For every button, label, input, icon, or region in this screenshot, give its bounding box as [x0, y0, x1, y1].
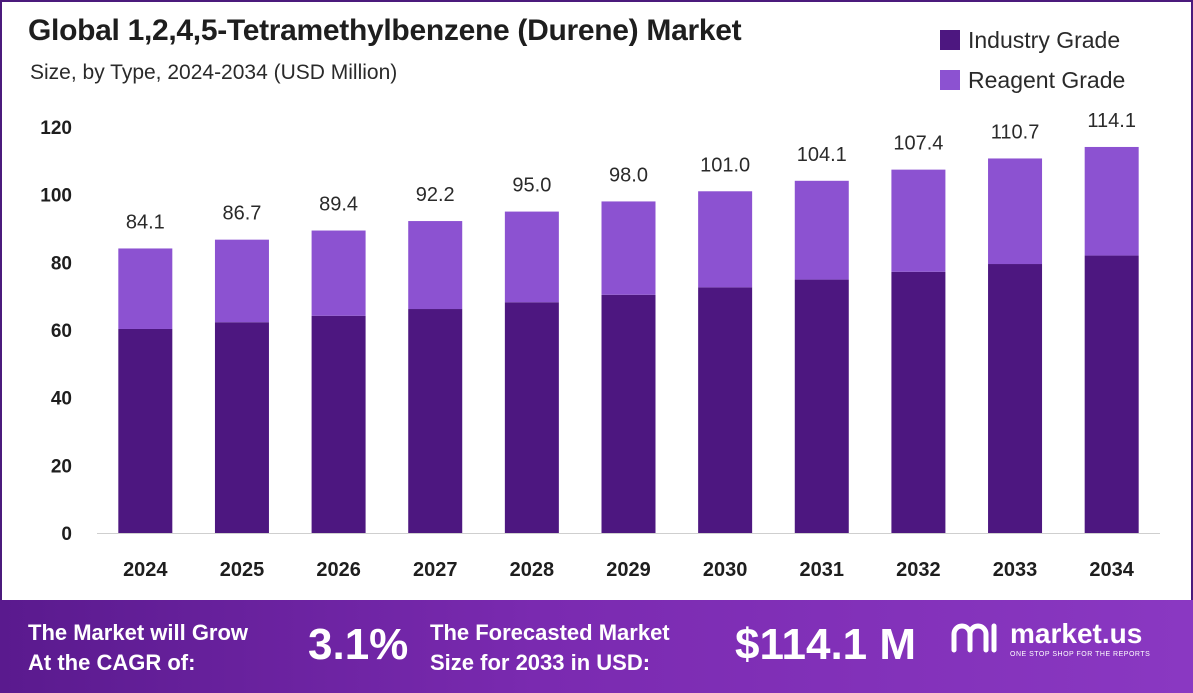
x-tick-label: 2028	[510, 559, 555, 581]
data-label-total: 84.1	[126, 211, 165, 233]
bar-industry-grade	[1084, 255, 1139, 534]
data-label-total: 107.4	[893, 133, 943, 155]
x-tick-label: 2034	[1089, 559, 1134, 581]
footer-banner: The Market will Grow At the CAGR of: 3.1…	[0, 600, 1193, 693]
data-label-total: 101.0	[700, 154, 750, 176]
bar-industry-grade	[601, 294, 656, 533]
bar-reagent-grade	[794, 180, 849, 280]
x-tick-label: 2033	[993, 559, 1038, 581]
bar-reagent-grade	[118, 248, 173, 329]
x-tick-label: 2025	[220, 559, 265, 581]
bar-industry-grade	[214, 322, 269, 533]
bar-industry-grade	[891, 271, 946, 533]
data-label-total: 114.1	[1087, 110, 1136, 132]
legend-item-industry-grade: Industry Grade	[940, 20, 1125, 60]
y-tick-label: 100	[40, 186, 72, 207]
legend-item-reagent-grade: Reagent Grade	[940, 60, 1125, 100]
bar-industry-grade	[311, 315, 366, 533]
bar-industry-grade	[988, 264, 1043, 533]
market-us-logo: market.us ONE STOP SHOP FOR THE REPORTS	[950, 618, 1150, 658]
bar-reagent-grade	[504, 211, 559, 303]
bar-industry-grade	[698, 287, 753, 533]
y-tick-label: 40	[51, 389, 72, 410]
x-tick-label: 2027	[413, 559, 458, 581]
y-tick-label: 60	[51, 321, 72, 342]
data-label-total: 92.2	[416, 184, 455, 206]
x-tick-label: 2029	[606, 559, 651, 581]
bar-reagent-grade	[311, 230, 366, 316]
market-us-logo-icon	[951, 623, 997, 653]
cagr-value: 3.1%	[308, 620, 409, 669]
data-label-total: 95.0	[512, 175, 551, 197]
forecast-label: The Forecasted Market Size for 2033 in U…	[430, 620, 670, 675]
data-label-total: 104.1	[797, 144, 847, 166]
bar-industry-grade	[118, 328, 173, 533]
bar-reagent-grade	[1084, 146, 1139, 256]
y-tick-label: 0	[61, 524, 72, 545]
legend: Industry Grade Reagent Grade	[940, 20, 1125, 100]
bar-reagent-grade	[698, 191, 753, 288]
brand-tagline: ONE STOP SHOP FOR THE REPORTS	[1010, 650, 1151, 658]
x-tick-label: 2026	[316, 559, 361, 581]
forecast-value: $114.1 M	[735, 620, 917, 669]
cagr-label: The Market will Grow At the CAGR of:	[28, 620, 249, 675]
bar-industry-grade	[794, 279, 849, 533]
x-tick-label: 2032	[896, 559, 941, 581]
bar-reagent-grade	[988, 158, 1043, 265]
legend-label-industry-grade: Industry Grade	[968, 26, 1121, 53]
bar-reagent-grade	[214, 239, 269, 323]
y-tick-label: 80	[51, 253, 72, 274]
x-tick-label: 2024	[123, 559, 168, 581]
bar-industry-grade	[504, 302, 559, 533]
x-tick-label: 2030	[703, 559, 748, 581]
data-label-total: 86.7	[222, 203, 261, 225]
stacked-bar-chart: 0 20 40 60 80 100 120 84.1 2024 86.7 2025 89.4 2026 9…	[40, 110, 1160, 581]
legend-swatch-industry-grade	[940, 30, 960, 50]
bar-reagent-grade	[601, 201, 656, 295]
chart-subtitle: Size, by Type, 2024-2034 (USD Million)	[30, 61, 398, 84]
chart-title: Global 1,2,4,5-Tetramethylbenzene (Duren…	[28, 14, 742, 47]
y-tick-label: 120	[40, 118, 72, 139]
brand-name: market.us	[1010, 617, 1143, 649]
legend-label-reagent-grade: Reagent Grade	[968, 66, 1126, 93]
legend-swatch-reagent-grade	[940, 70, 960, 90]
data-label-total: 110.7	[991, 121, 1040, 143]
bar-industry-grade	[408, 309, 463, 533]
data-label-total: 89.4	[319, 194, 358, 216]
bar-reagent-grade	[408, 221, 463, 310]
bar-reagent-grade	[891, 169, 946, 272]
x-tick-label: 2031	[800, 559, 845, 581]
data-label-total: 98.0	[609, 164, 648, 186]
y-tick-label: 20	[51, 456, 72, 477]
